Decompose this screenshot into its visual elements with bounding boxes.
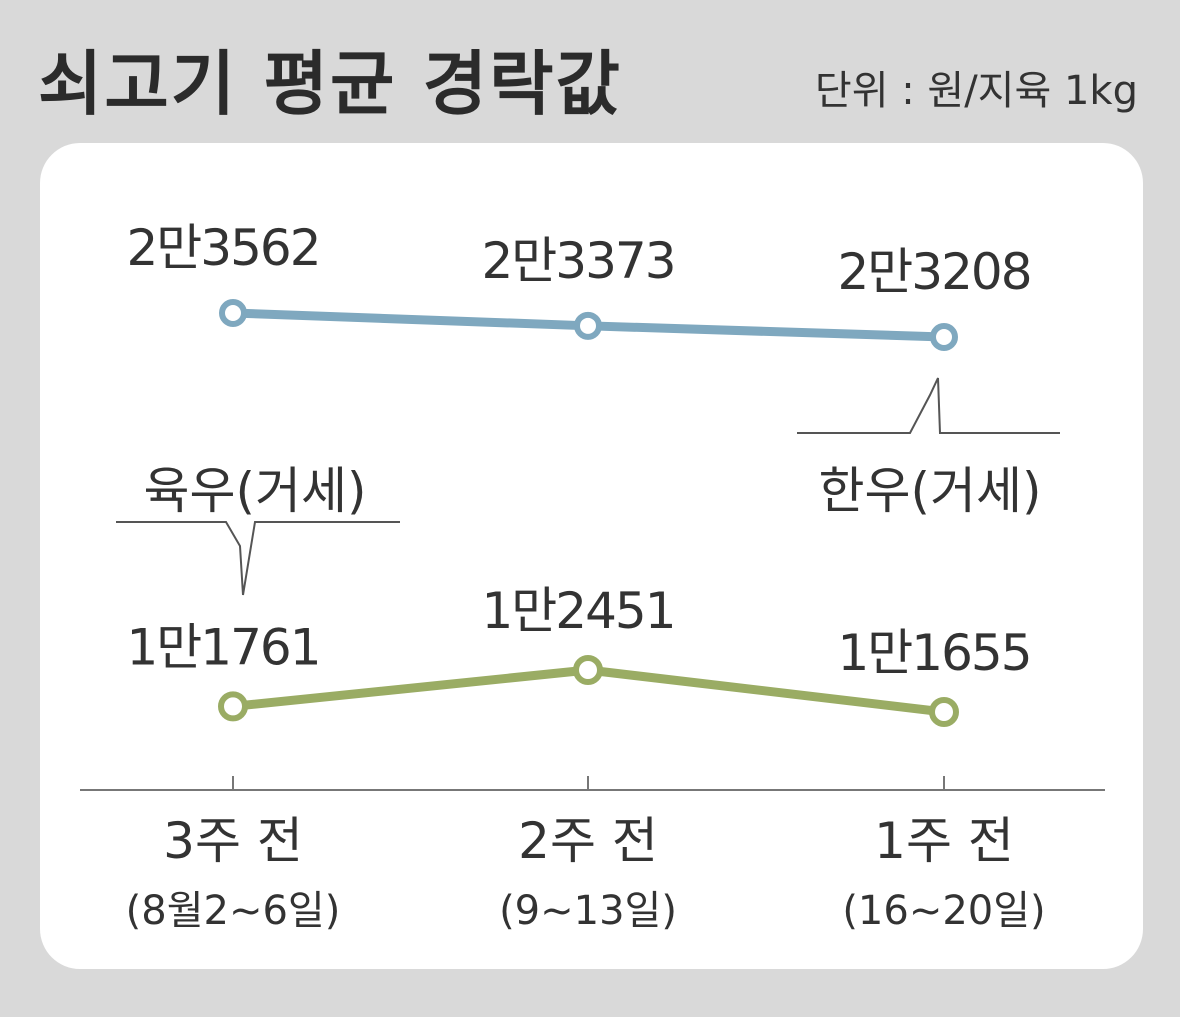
data-point (929, 697, 959, 727)
x-tick-sublabel: (8월2~6일) (126, 888, 341, 934)
data-label: 2만3562 (126, 219, 319, 277)
x-tick-label: 2주 전 (518, 812, 658, 870)
chart-title: 쇠고기 평균 경락값 (38, 43, 622, 125)
x-tick-sublabel: (16~20일) (842, 888, 1045, 934)
data-point (574, 311, 602, 340)
x-tick-label: 1주 전 (874, 812, 1014, 870)
callout-line (116, 521, 400, 596)
data-point (219, 299, 247, 327)
callout-line (797, 377, 1060, 434)
series-label: 한우(거세) (818, 462, 1041, 520)
data-label: 1만1655 (837, 624, 1030, 682)
data-label: 2만3373 (481, 232, 674, 290)
data-point (573, 655, 603, 685)
x-tick-sublabel: (9~13일) (499, 888, 677, 934)
data-point (930, 323, 958, 351)
data-label: 1만1761 (126, 618, 319, 676)
x-tick-label: 3주 전 (163, 812, 303, 870)
data-label: 2만3208 (837, 243, 1030, 301)
data-point (218, 691, 248, 722)
unit-label: 단위 : 원/지육 1kg (814, 68, 1138, 114)
data-label: 1만2451 (481, 582, 674, 640)
chart-panel (40, 143, 1143, 969)
series-label: 육우(거세) (143, 462, 366, 520)
